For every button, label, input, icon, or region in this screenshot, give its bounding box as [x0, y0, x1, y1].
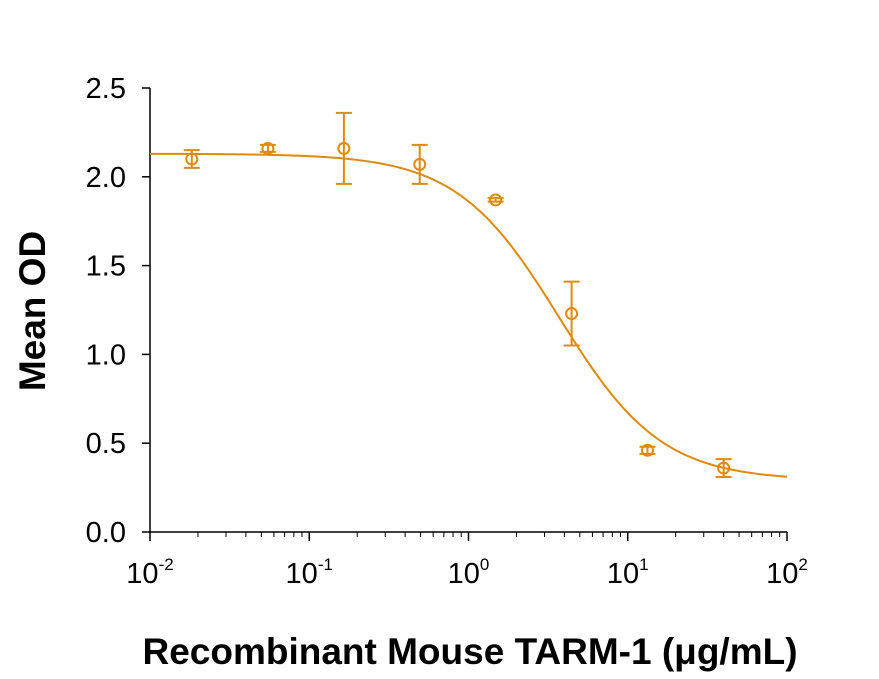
data-point: [639, 443, 656, 457]
data-point: [259, 141, 276, 155]
data-points: [183, 111, 732, 478]
point-marker: [185, 152, 199, 166]
y-tick-label: 2.0: [86, 162, 126, 194]
point-marker: [337, 141, 351, 155]
point-marker: [489, 193, 503, 207]
data-point: [335, 111, 352, 185]
x-tick-label: 100: [448, 555, 490, 590]
data-point: [183, 149, 200, 169]
fit-curve: [149, 152, 788, 478]
x-axis-title: Recombinant Mouse TARM-1 (μg/mL): [142, 631, 797, 672]
y-tick-label: 1.5: [86, 251, 126, 283]
point-marker: [717, 461, 731, 475]
y-tick-label: 1.0: [86, 339, 126, 371]
fit-curve-line: [149, 152, 788, 478]
point-marker: [565, 307, 579, 321]
data-point: [411, 143, 428, 185]
point-marker: [640, 443, 654, 457]
y-tick-label: 2.5: [86, 73, 126, 105]
x-tick-label: 101: [607, 555, 649, 590]
point-marker: [413, 157, 427, 171]
data-point: [715, 458, 732, 478]
x-tick-label: 102: [766, 555, 808, 590]
data-point: [563, 280, 580, 347]
x-axis-ticks: 10-2 10-1 100 101 102: [126, 532, 808, 590]
data-point: [487, 193, 504, 207]
y-axis-title: Mean OD: [12, 231, 53, 391]
point-marker: [261, 141, 275, 155]
y-tick-label: 0.5: [86, 428, 126, 460]
x-tick-label: 10-2: [126, 555, 173, 590]
y-axis-ticks: 0.0 0.5 1.0 1.5 2.0 2.5: [86, 73, 150, 549]
x-tick-label: 10-1: [286, 555, 333, 590]
y-tick-label: 0.0: [86, 517, 126, 549]
